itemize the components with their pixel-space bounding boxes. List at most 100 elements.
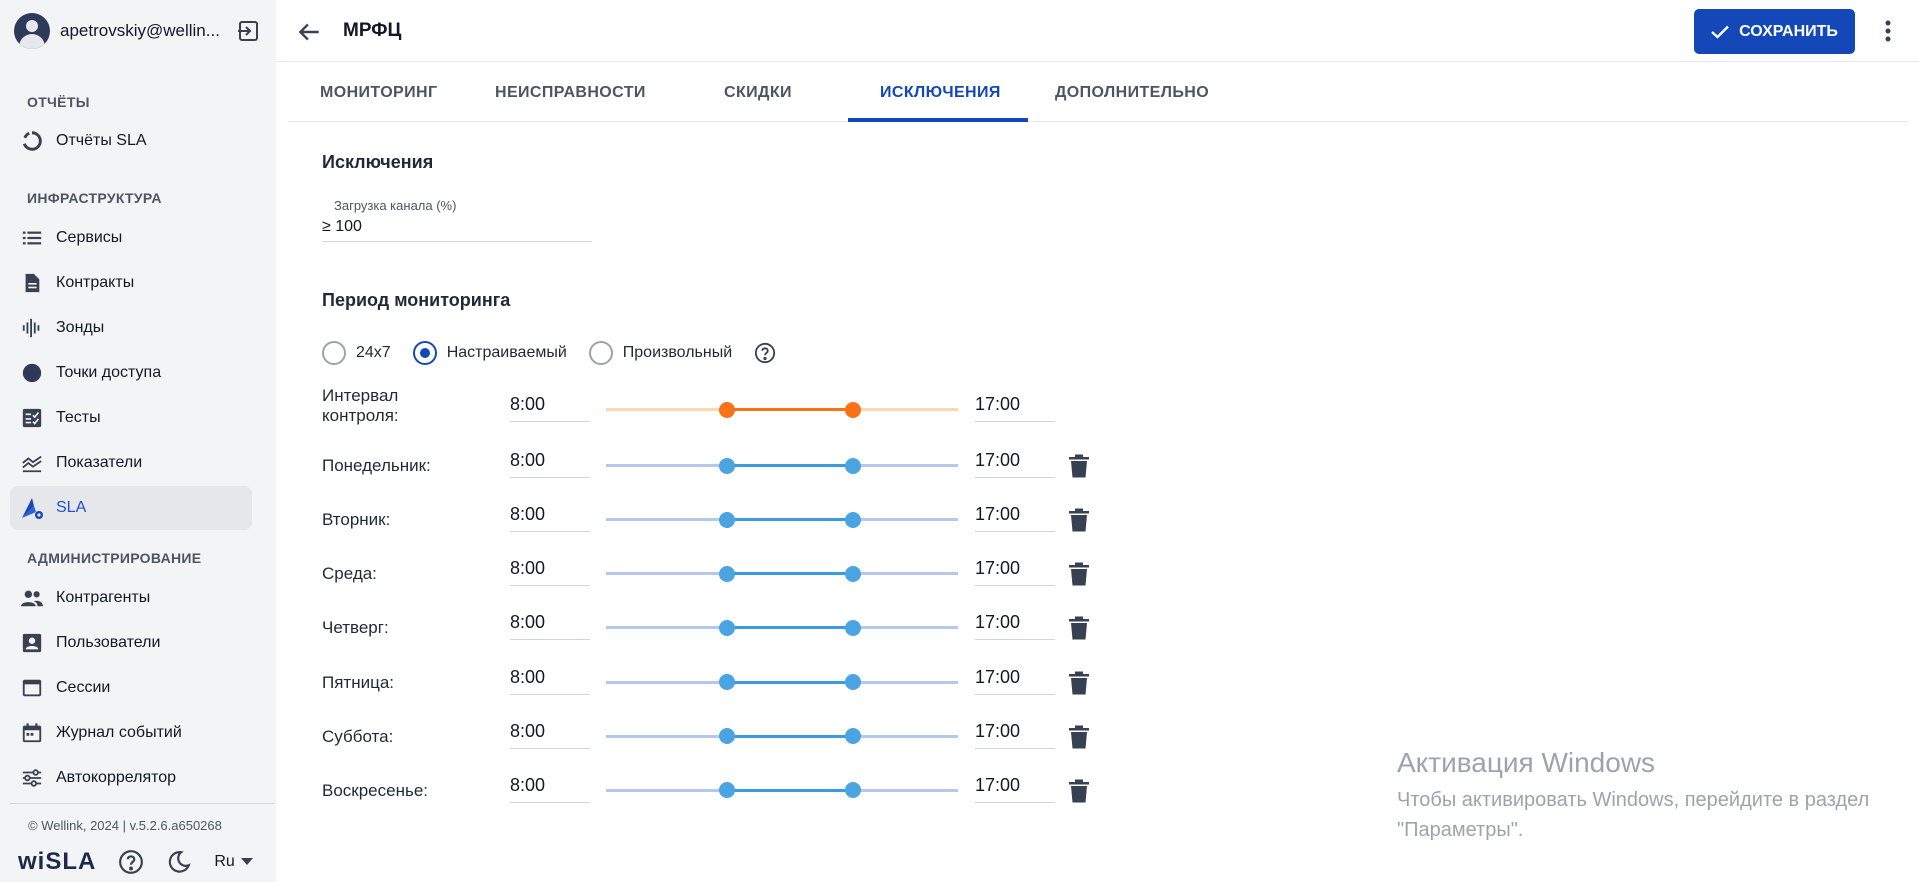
slider-start-handle[interactable]: [719, 619, 735, 636]
delete-icon[interactable]: [1068, 562, 1090, 586]
sidebar-item-contracts[interactable]: Контракты: [10, 261, 252, 305]
interval-label: Интервал контроля:: [322, 386, 399, 425]
sidebar-item-label: Зонды: [56, 319, 105, 336]
slider-end-handle[interactable]: [845, 619, 861, 636]
tab-exclusions[interactable]: ИСКЛЮЧЕНИЯ: [880, 84, 1001, 101]
help-icon[interactable]: [754, 342, 776, 364]
time-range-slider[interactable]: [606, 728, 958, 745]
start-time-field[interactable]: 8:00: [510, 775, 590, 803]
waveform-icon: [20, 316, 44, 340]
slider-end-handle[interactable]: [845, 457, 861, 474]
end-time-field[interactable]: 17:00: [975, 612, 1055, 641]
radio-label: Настраиваемый: [446, 344, 567, 361]
end-time-field[interactable]: 17:00: [975, 558, 1055, 587]
end-time-field[interactable]: 17:00: [975, 504, 1055, 533]
user-header: apetrovskiy@wellin...: [14, 12, 264, 50]
sidebar-item-sla-reports[interactable]: Отчёты SLA: [10, 119, 252, 163]
slider-start-handle[interactable]: [719, 728, 735, 745]
sidebar-divider: [10, 803, 274, 804]
end-time-field[interactable]: 17:00: [975, 667, 1055, 695]
sidebar-item-metrics[interactable]: Показатели: [10, 441, 252, 485]
time-range-slider[interactable]: [606, 401, 958, 418]
language-select[interactable]: Ru: [214, 853, 253, 871]
time-range-slider[interactable]: [606, 565, 958, 582]
dark-mode-icon[interactable]: [166, 849, 192, 875]
windows-activation-watermark: Активация Windows Чтобы активировать Win…: [1397, 747, 1897, 845]
tab-discounts[interactable]: СКИДКИ: [724, 84, 792, 101]
sidebar-item-label: Отчёты SLA: [56, 132, 147, 149]
sidebar-item-access-points[interactable]: Точки доступа: [10, 351, 252, 395]
sidebar-item-autocorrelator[interactable]: Автокоррелятор: [10, 756, 252, 800]
slider-selected-range: [726, 572, 852, 576]
end-time-field[interactable]: 17:00: [975, 775, 1055, 803]
end-time-field[interactable]: 17:00: [975, 394, 1055, 422]
delete-icon[interactable]: [1068, 725, 1090, 749]
time-range-slider[interactable]: [606, 511, 958, 528]
day-label: Вторник:: [322, 510, 391, 530]
time-range-slider[interactable]: [606, 674, 958, 690]
channel-load-field[interactable]: ≥ 100: [322, 218, 592, 242]
sidebar-item-label: Контрагенты: [56, 589, 151, 606]
slider-end-handle[interactable]: [845, 565, 861, 582]
delete-icon[interactable]: [1068, 616, 1090, 640]
avatar[interactable]: [14, 13, 50, 49]
period-radio-group: 24x7 Настраиваемый Произвольный: [322, 340, 776, 366]
radio-24x7[interactable]: [322, 341, 346, 365]
start-time-field[interactable]: 8:00: [510, 612, 590, 641]
slider-start-handle[interactable]: [719, 782, 735, 799]
back-arrow-icon[interactable]: [296, 19, 322, 45]
sliders-icon: [20, 766, 44, 790]
more-vert-icon[interactable]: [1876, 17, 1900, 45]
tab-monitoring[interactable]: МОНИТОРИНГ: [320, 84, 438, 101]
sidebar-item-users[interactable]: Пользователи: [10, 621, 252, 665]
user-card-icon: [20, 631, 44, 655]
day-row: Четверг: 8:00 17:00: [322, 600, 1102, 652]
slider-end-handle[interactable]: [845, 674, 861, 690]
radio-arbitrary[interactable]: [588, 341, 613, 365]
delete-icon[interactable]: [1068, 508, 1090, 532]
sidebar-item-sla[interactable]: SLA: [10, 486, 252, 530]
day-row: Воскресенье: 8:00 17:00: [322, 763, 1102, 815]
slider-start-handle[interactable]: [719, 511, 735, 528]
day-label: Среда:: [322, 564, 377, 584]
sidebar-item-counterparties[interactable]: Контрагенты: [10, 576, 252, 620]
start-time-field[interactable]: 8:00: [510, 450, 590, 479]
logout-icon[interactable]: [236, 19, 260, 43]
start-time-field[interactable]: 8:00: [510, 394, 590, 422]
save-button[interactable]: СОХРАНИТЬ: [1694, 9, 1855, 54]
slider-selected-range: [726, 788, 852, 792]
radio-label: Произвольный: [622, 344, 733, 361]
sidebar-item-services[interactable]: Сервисы: [10, 216, 252, 260]
start-time-field[interactable]: 8:00: [510, 558, 590, 587]
slider-end-handle[interactable]: [845, 782, 861, 799]
slider-end-handle[interactable]: [845, 728, 861, 745]
delete-icon[interactable]: [1068, 454, 1090, 478]
radio-custom[interactable]: [412, 341, 437, 365]
user-email: apetrovskiy@wellin...: [60, 21, 220, 40]
tab-additional[interactable]: ДОПОЛНИТЕЛЬНО: [1055, 84, 1210, 101]
start-time-field[interactable]: 8:00: [510, 504, 590, 533]
slider-start-handle[interactable]: [719, 401, 735, 418]
end-time-field[interactable]: 17:00: [975, 450, 1055, 479]
end-time-field[interactable]: 17:00: [975, 721, 1055, 749]
time-range-slider[interactable]: [606, 457, 958, 474]
monitoring-period-heading: Период мониторинга: [322, 290, 511, 310]
start-time-field[interactable]: 8:00: [510, 721, 590, 749]
help-icon[interactable]: [118, 849, 144, 875]
day-label: Четверг:: [322, 618, 389, 638]
sidebar-item-event-log[interactable]: Журнал событий: [10, 711, 252, 755]
sidebar-item-tests[interactable]: Тесты: [10, 396, 252, 440]
sidebar-item-sessions[interactable]: Сессии: [10, 666, 252, 710]
sidebar-item-probes[interactable]: Зонды: [10, 306, 252, 350]
slider-start-handle[interactable]: [719, 674, 735, 690]
slider-end-handle[interactable]: [845, 511, 861, 528]
start-time-field[interactable]: 8:00: [510, 667, 590, 695]
time-range-slider[interactable]: [606, 619, 958, 636]
slider-start-handle[interactable]: [719, 565, 735, 582]
slider-start-handle[interactable]: [719, 457, 735, 474]
delete-icon[interactable]: [1068, 671, 1090, 695]
delete-icon[interactable]: [1068, 779, 1090, 803]
time-range-slider[interactable]: [606, 782, 958, 799]
tab-faults[interactable]: НЕИСПРАВНОСТИ: [495, 84, 646, 101]
slider-end-handle[interactable]: [845, 401, 861, 418]
